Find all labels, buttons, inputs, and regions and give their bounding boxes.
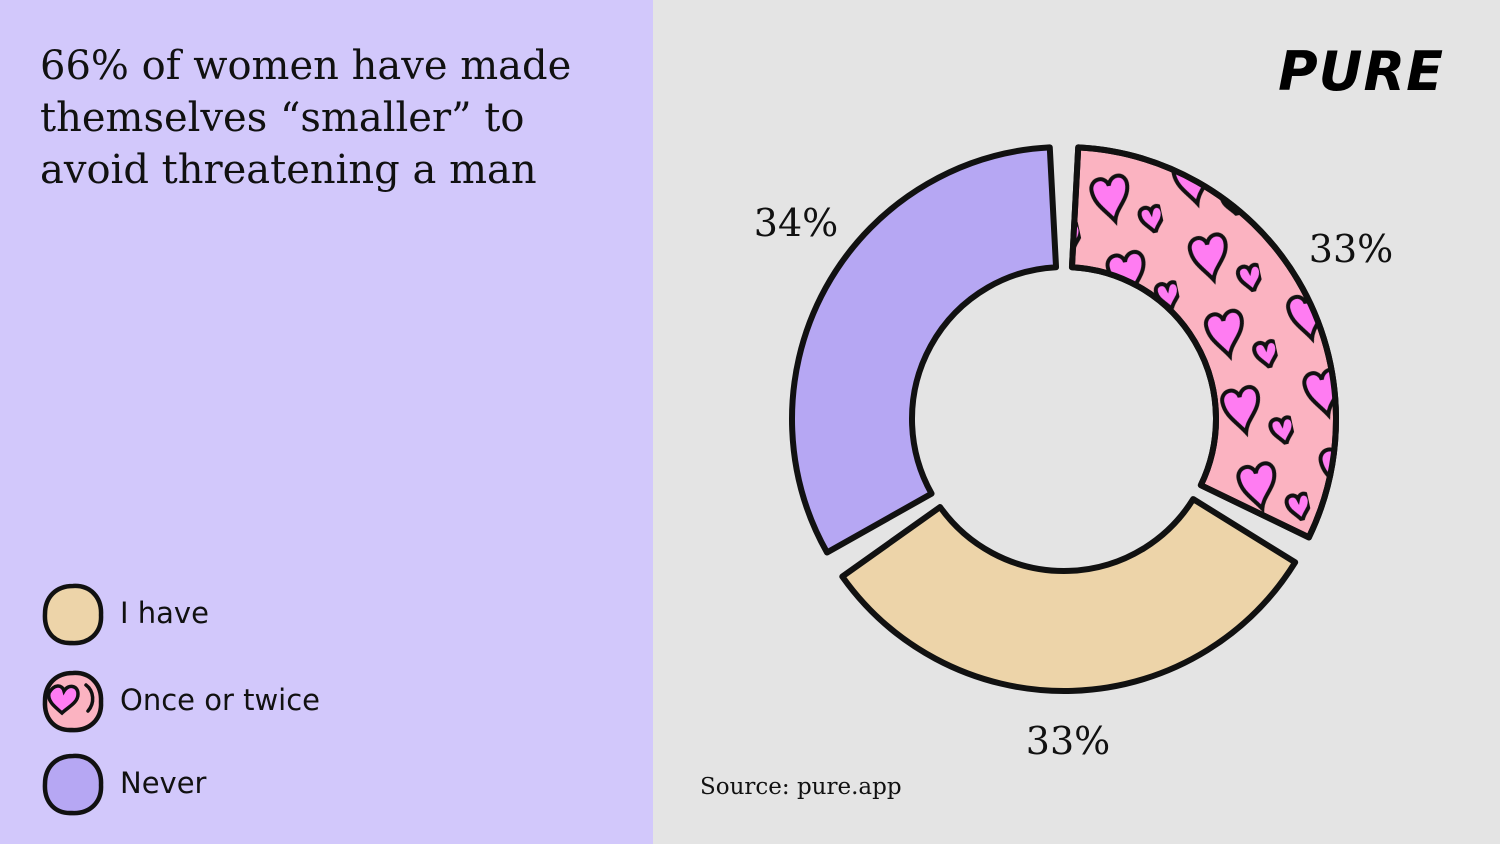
source-note: Source: pure.app <box>700 774 902 800</box>
chart-title: 66% of women have made themselves “small… <box>40 43 572 193</box>
slice-label-once-or-twice: 33% <box>1309 227 1393 271</box>
donut-slice-never <box>789 144 1060 556</box>
legend-item-never: Never <box>40 752 460 818</box>
donut-chart: 33% 33% 34% <box>754 144 1393 763</box>
legend-item-i-have: I have <box>40 582 460 648</box>
legend-swatch-once-or-twice <box>42 670 104 733</box>
legend-item-once-or-twice: Once or twice <box>40 669 460 735</box>
pure-logo: PURE <box>1278 40 1444 103</box>
left-panel <box>0 0 653 844</box>
legend-swatch-i-have <box>42 583 104 646</box>
donut-slice-pattern-once-or-twice <box>1068 144 1340 541</box>
donut-slice-i-have <box>839 496 1299 694</box>
legend-label: Never <box>120 766 207 800</box>
legend-label: Once or twice <box>120 683 321 717</box>
legend-swatch-never <box>42 753 104 816</box>
slice-label-i-have: 33% <box>1026 719 1110 763</box>
legend-label: I have <box>120 596 209 630</box>
slice-label-never: 34% <box>754 201 838 245</box>
